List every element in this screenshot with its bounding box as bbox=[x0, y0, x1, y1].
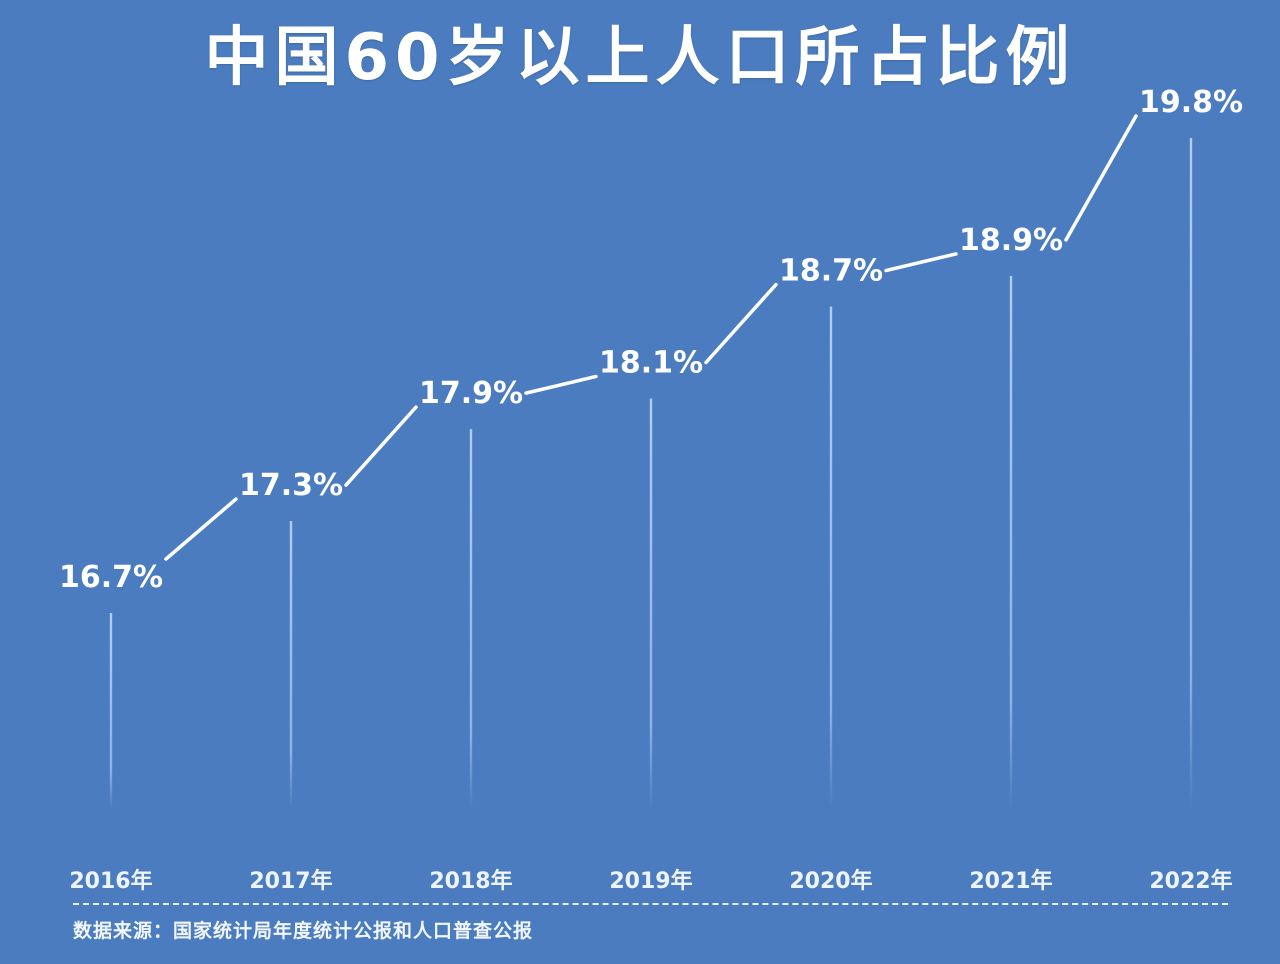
data-value-label: 18.9% bbox=[959, 223, 1063, 258]
connector-line bbox=[884, 252, 958, 273]
stem-line bbox=[829, 306, 833, 810]
x-axis-year-label: 2019年 bbox=[609, 868, 692, 894]
x-axis-year-label: 2018年 bbox=[429, 868, 512, 894]
stem-line bbox=[469, 429, 473, 810]
stem-line bbox=[109, 613, 113, 810]
connector-line bbox=[704, 282, 778, 365]
stem-line bbox=[1009, 275, 1013, 811]
divider-line bbox=[73, 903, 1228, 905]
value-labels: 16.7% 17.3% 17.9% 18.1% 18.7% 18.9% 19.8% bbox=[59, 85, 1243, 595]
x-axis-year-label: 2016年 bbox=[69, 868, 152, 894]
connector-line bbox=[524, 374, 598, 395]
stem-line bbox=[649, 398, 653, 810]
connector-line bbox=[164, 497, 238, 561]
connector-line bbox=[344, 405, 418, 487]
x-axis-year-label: 2017年 bbox=[249, 868, 332, 894]
x-axis-year-label: 2021年 bbox=[969, 868, 1052, 894]
data-value-label: 16.7% bbox=[59, 560, 163, 595]
data-value-label: 18.1% bbox=[599, 345, 703, 380]
connector-lines bbox=[164, 114, 1138, 561]
chart-title: 中国60岁以上人口所占比例 bbox=[204, 21, 1076, 95]
connector-line bbox=[1064, 114, 1138, 242]
x-axis-year-label: 2020年 bbox=[789, 868, 872, 894]
data-value-label: 17.3% bbox=[239, 468, 343, 503]
data-source-note: 数据来源：国家统计局年度统计公报和人口普查公报 bbox=[73, 920, 534, 942]
data-value-label: 19.8% bbox=[1139, 85, 1243, 120]
stem-lines bbox=[109, 138, 1193, 811]
data-value-label: 17.9% bbox=[419, 376, 523, 411]
data-value-label: 18.7% bbox=[779, 254, 883, 289]
stem-line bbox=[289, 521, 293, 810]
x-axis-year-label: 2022年 bbox=[1149, 868, 1232, 894]
x-axis-labels: 2016年 2017年 2018年 2019年 2020年 2021年 2022年 bbox=[69, 868, 1232, 894]
stem-line bbox=[1189, 138, 1193, 810]
